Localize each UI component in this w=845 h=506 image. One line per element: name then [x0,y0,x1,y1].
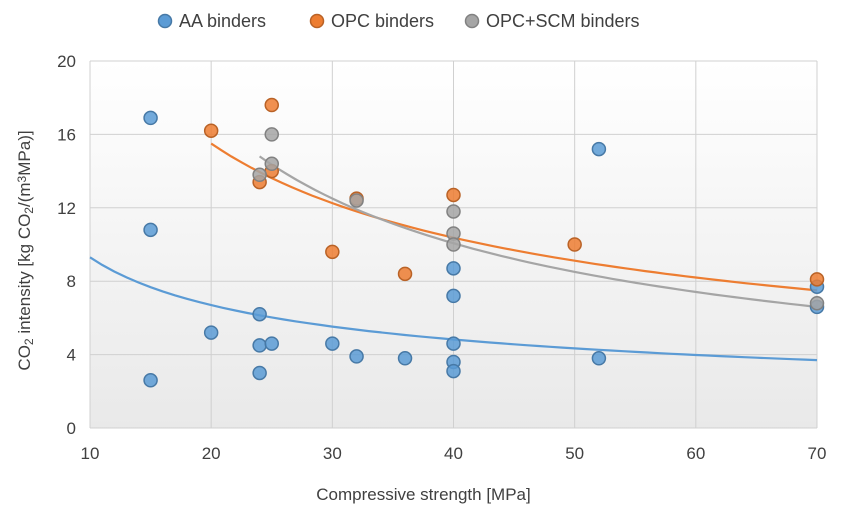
legend-marker-opc-binders [309,13,325,29]
x-tick-label: 30 [323,444,342,463]
point-aa-binders [325,336,340,351]
y-tick-label: 12 [57,199,76,218]
x-tick-label: 40 [444,444,463,463]
x-axis-title: Compressive strength [MPa] [316,485,530,504]
point-opc-scm-binders [264,127,279,142]
point-aa-binders [591,141,607,157]
point-opc-binders [203,123,219,138]
point-opc-binders [397,266,413,282]
trendline-opc-binders [210,142,818,292]
point-aa-binders [203,325,219,340]
x-tick-label: 50 [565,444,584,463]
legend: AA binders OPC binders OPC+SCM binders [157,11,640,31]
legend-label-opc-scm-binders: OPC+SCM binders [486,11,640,31]
y-tick-label: 16 [57,125,76,144]
point-aa-binders [591,351,607,366]
point-aa-binders [446,288,461,304]
y-tick-label: 0 [67,419,76,438]
point-opc-scm-binders [446,204,461,219]
point-opc-binders [325,244,340,260]
point-opc-binders [446,187,461,203]
x-tick-label: 60 [686,444,705,463]
point-aa-binders [446,363,461,379]
x-tick-label: 70 [808,444,827,463]
x-tick-label: 10 [81,444,100,463]
point-aa-binders [252,338,267,353]
point-aa-binders [446,261,461,276]
point-aa-binders [397,351,413,366]
point-opc-scm-binders [349,193,364,208]
point-opc-scm-binders [252,167,267,183]
point-opc-scm-binders [264,156,279,172]
data-points [143,97,825,388]
tick-labels: 0 4 8 12 16 20 10 20 30 40 50 60 70 [57,52,826,463]
y-axis-title: CO2 intensity [kg CO2/(m3MPa)] [15,130,36,370]
point-opc-binders [809,272,825,287]
point-aa-binders [252,365,267,381]
point-aa-binders [349,349,364,364]
trendline-opc-scm-binders [258,155,818,308]
point-aa-binders [252,306,267,322]
point-aa-binders [264,336,279,351]
legend-marker-opc-scm-binders [464,13,480,29]
point-opc-binders [567,237,582,252]
point-opc-scm-binders [446,237,461,252]
legend-marker-aa-binders [157,13,173,29]
point-aa-binders [143,373,158,388]
point-opc-scm-binders [809,295,825,311]
y-tick-label: 20 [57,52,76,71]
x-tick-label: 20 [202,444,221,463]
point-aa-binders [143,222,158,238]
point-aa-binders [143,110,158,126]
y-tick-label: 8 [67,272,76,291]
point-opc-binders [264,97,279,113]
point-aa-binders [446,336,461,351]
y-tick-label: 4 [67,346,76,365]
legend-label-opc-binders: OPC binders [331,11,434,31]
legend-label-aa-binders: AA binders [179,11,266,31]
